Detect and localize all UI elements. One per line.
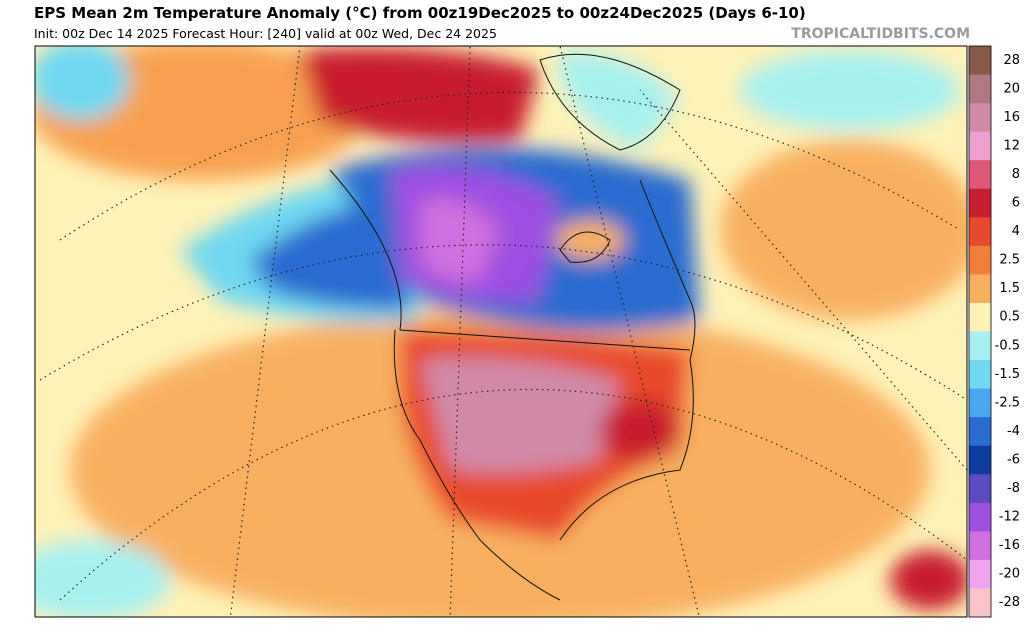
colorbar-label: 4 (1012, 224, 1020, 239)
colorbar-label: 28 (1003, 53, 1020, 68)
colorbar-label: 0.5 (999, 310, 1020, 325)
colorbar-swatch (969, 502, 991, 532)
colorbar-label: -20 (999, 567, 1020, 582)
colorbar-swatch (969, 559, 991, 589)
colorbar-label: -16 (999, 538, 1020, 553)
watermark: TROPICALTIDBITS.COM (791, 26, 970, 42)
colorbar-label: 8 (1012, 167, 1020, 182)
colorbar-label: 1.5 (999, 281, 1020, 296)
colorbar-swatch (969, 388, 991, 418)
colorbar-swatch (969, 74, 991, 104)
colorbar-label: 12 (1003, 138, 1020, 153)
colorbar-frame (968, 45, 992, 618)
colorbar-swatch (969, 331, 991, 361)
colorbar-label: 16 (1003, 110, 1020, 125)
colorbar-label: -1.5 (995, 367, 1020, 382)
colorbar-swatch (969, 274, 991, 304)
colorbar-swatch (969, 417, 991, 447)
colorbar-swatch (969, 588, 991, 618)
map-frame (34, 45, 968, 618)
colorbar-swatch (969, 46, 991, 76)
map (35, 46, 967, 617)
colorbar-label: -6 (1007, 452, 1020, 467)
colorbar-swatch (969, 445, 991, 475)
colorbar-label: 20 (1003, 81, 1020, 96)
colorbar-swatch (969, 360, 991, 390)
colorbar: 28 20 16 12 8 6 4 2.5 1.5 0.5 -0.5 -1.5 -2.5 -4 -6 -8 -1… (968, 45, 1020, 618)
colorbar-swatch (969, 302, 991, 332)
colorbar-swatch (969, 217, 991, 247)
colorbar-label: -28 (999, 595, 1020, 610)
colorbar-swatch (969, 103, 991, 133)
colorbar-label: -8 (1007, 481, 1020, 496)
colorbar-label: 2.5 (999, 253, 1020, 268)
colorbar-swatch (969, 160, 991, 190)
colorbar-swatch (969, 531, 991, 561)
colorbar-swatch (969, 474, 991, 504)
colorbar-swatch (969, 131, 991, 161)
colorbar-swatch (969, 245, 991, 275)
colorbar-label: -0.5 (995, 338, 1020, 353)
colorbar-label: -2.5 (995, 395, 1020, 410)
colorbar-label: -12 (999, 510, 1020, 525)
title: EPS Mean 2m Temperature Anomaly (°C) fro… (34, 4, 806, 22)
colorbar-label: -4 (1007, 424, 1020, 439)
colorbar-label: 6 (1012, 196, 1020, 211)
subtitle: Init: 00z Dec 14 2025 Forecast Hour: [24… (34, 26, 497, 41)
colorbar-swatch (969, 188, 991, 218)
